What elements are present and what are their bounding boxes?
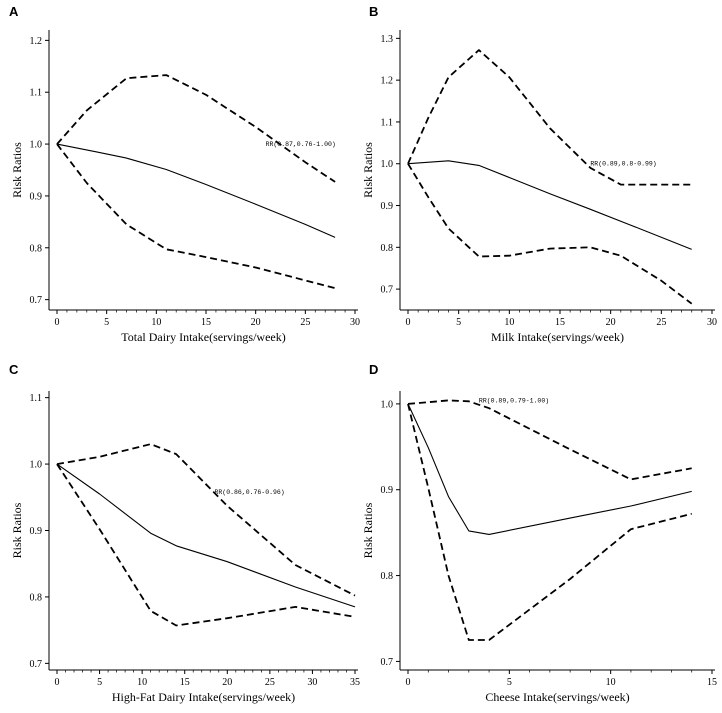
panel-c-x-tick-label: 35 bbox=[350, 677, 360, 688]
panel-c-estimate-line bbox=[56, 463, 356, 608]
panel-a: A 0.7 0.8 0.9 1.0 1.1 1.2 0 5 10 15 20 25 30 Total Dai… bbox=[9, 4, 360, 344]
panel-a-y-tick-label: 1.1 bbox=[30, 88, 43, 99]
panel-b-x-tick-label: 5 bbox=[456, 317, 461, 328]
panel-d-y-label: Risk Ratios bbox=[361, 502, 375, 558]
panel-a-y-label: Risk Ratios bbox=[10, 142, 24, 198]
panel-a-x-tick-label: 10 bbox=[151, 317, 161, 328]
panel-b-x-tick-label: 15 bbox=[555, 317, 565, 328]
panel-a-lower-line bbox=[56, 143, 336, 290]
panel-d-y-tick-label: 0.7 bbox=[381, 657, 394, 668]
panel-c-x-tick-label: 20 bbox=[222, 677, 232, 688]
panel-d-estimate-line bbox=[407, 403, 692, 535]
panel-d-x-tick-label: 0 bbox=[406, 677, 411, 688]
panel-b-upper-line bbox=[407, 49, 692, 186]
panel-c-x-tick-label: 0 bbox=[55, 677, 60, 688]
panel-b-lower-line bbox=[407, 163, 693, 305]
panel-a-letter: A bbox=[9, 4, 19, 19]
panel-b-x-tick-label: 10 bbox=[504, 317, 514, 328]
panel-a-x-label: Total Dairy Intake(servings/week) bbox=[121, 330, 285, 344]
panel-d-upper-line bbox=[407, 399, 692, 481]
panel-a-x-tick-label: 25 bbox=[300, 317, 310, 328]
panel-c-x-label: High-Fat Dairy Intake(servings/week) bbox=[112, 690, 295, 704]
panel-b-x-tick-label: 25 bbox=[656, 317, 666, 328]
panel-d-y-tick-label: 0.8 bbox=[381, 571, 394, 582]
panel-c-letter: C bbox=[9, 362, 19, 377]
panel-d-x-label: Cheese Intake(servings/week) bbox=[485, 690, 629, 704]
panel-a-y-tick-label: 0.8 bbox=[30, 243, 43, 254]
panel-b-y-tick-label: 0.8 bbox=[381, 243, 394, 254]
panel-c-lower-line bbox=[56, 463, 356, 627]
panel-b-annotation: RR(0.89,0.8-0.99) bbox=[590, 161, 656, 168]
panel-d-x-tick-label: 5 bbox=[507, 677, 512, 688]
panel-a-x-tick-label: 20 bbox=[251, 317, 261, 328]
panel-a-y-tick-label: 0.7 bbox=[30, 295, 43, 306]
panel-d-x-tick-label: 10 bbox=[606, 677, 616, 688]
panel-b-x-tick-label: 0 bbox=[406, 317, 411, 328]
panel-a-x-tick-label: 5 bbox=[104, 317, 109, 328]
panel-b-y-label: Risk Ratios bbox=[361, 142, 375, 198]
panel-c-x-tick-label: 5 bbox=[97, 677, 102, 688]
panel-b-x-tick-label: 20 bbox=[606, 317, 616, 328]
panel-c-x-tick-label: 30 bbox=[307, 677, 317, 688]
panel-b-letter: B bbox=[369, 4, 378, 19]
panel-a-annotation: RR(0.87,0.76-1.00) bbox=[266, 141, 336, 148]
panel-c: C 0.7 0.8 0.9 1.0 1.1 0 5 10 15 20 25 30 35 High-Fat D… bbox=[9, 362, 360, 704]
panel-b-x-label: Milk Intake(servings/week) bbox=[491, 330, 624, 344]
panel-d-annotation: RR(0.89,0.79-1.00) bbox=[479, 397, 549, 404]
panel-a-y-tick-label: 1.2 bbox=[30, 36, 43, 47]
panel-b-y-tick-label: 0.7 bbox=[381, 285, 394, 296]
panel-b-y-tick-label: 1.0 bbox=[381, 159, 394, 170]
panel-b-y-tick-label: 1.1 bbox=[381, 117, 394, 128]
panel-c-x-tick-label: 10 bbox=[137, 677, 147, 688]
panel-d-lower-line bbox=[407, 403, 692, 641]
panel-a-x-tick-label: 30 bbox=[350, 317, 360, 328]
panel-d-y-tick-label: 0.9 bbox=[381, 485, 394, 496]
panel-c-x-tick-label: 25 bbox=[265, 677, 275, 688]
panel-c-x-tick-label: 15 bbox=[180, 677, 190, 688]
panel-c-y-tick-label: 1.1 bbox=[30, 393, 43, 404]
panel-a-y-tick-label: 0.9 bbox=[30, 191, 43, 202]
panel-d-x-tick-label: 15 bbox=[707, 677, 717, 688]
panel-c-y-tick-label: 0.7 bbox=[30, 659, 43, 670]
panel-b-estimate-line bbox=[407, 160, 692, 250]
panel-a-upper-line bbox=[56, 74, 336, 183]
panel-c-annotation: RR(0.86,0.76-0.96) bbox=[215, 489, 285, 496]
panel-d-letter: D bbox=[369, 362, 378, 377]
panel-a-estimate-line bbox=[56, 143, 336, 238]
panel-c-y-tick-label: 0.9 bbox=[30, 526, 43, 537]
panel-b-y-tick-label: 1.2 bbox=[381, 76, 394, 87]
panel-b-x-tick-label: 30 bbox=[707, 317, 717, 328]
panel-c-y-tick-label: 0.8 bbox=[30, 592, 43, 603]
panel-c-y-label: Risk Ratios bbox=[10, 502, 24, 558]
panel-a-x-tick-label: 15 bbox=[201, 317, 211, 328]
panel-b-y-tick-label: 0.9 bbox=[381, 201, 394, 212]
panel-d-y-tick-label: 1.0 bbox=[381, 399, 394, 410]
panel-d: D 0.7 0.8 0.9 1.0 0 5 10 15 Cheese Intake(serving… bbox=[361, 362, 717, 704]
panel-c-y-tick-label: 1.0 bbox=[30, 460, 43, 471]
panel-b-y-tick-label: 1.3 bbox=[381, 34, 394, 45]
panel-a-x-tick-label: 0 bbox=[55, 317, 60, 328]
panel-a-y-tick-label: 1.0 bbox=[30, 140, 43, 151]
panel-c-upper-line bbox=[56, 443, 356, 597]
panel-b: B 0.7 0.8 0.9 1.0 1.1 1.2 1.3 0 5 10 15 20 25 30 Milk I… bbox=[361, 4, 717, 344]
